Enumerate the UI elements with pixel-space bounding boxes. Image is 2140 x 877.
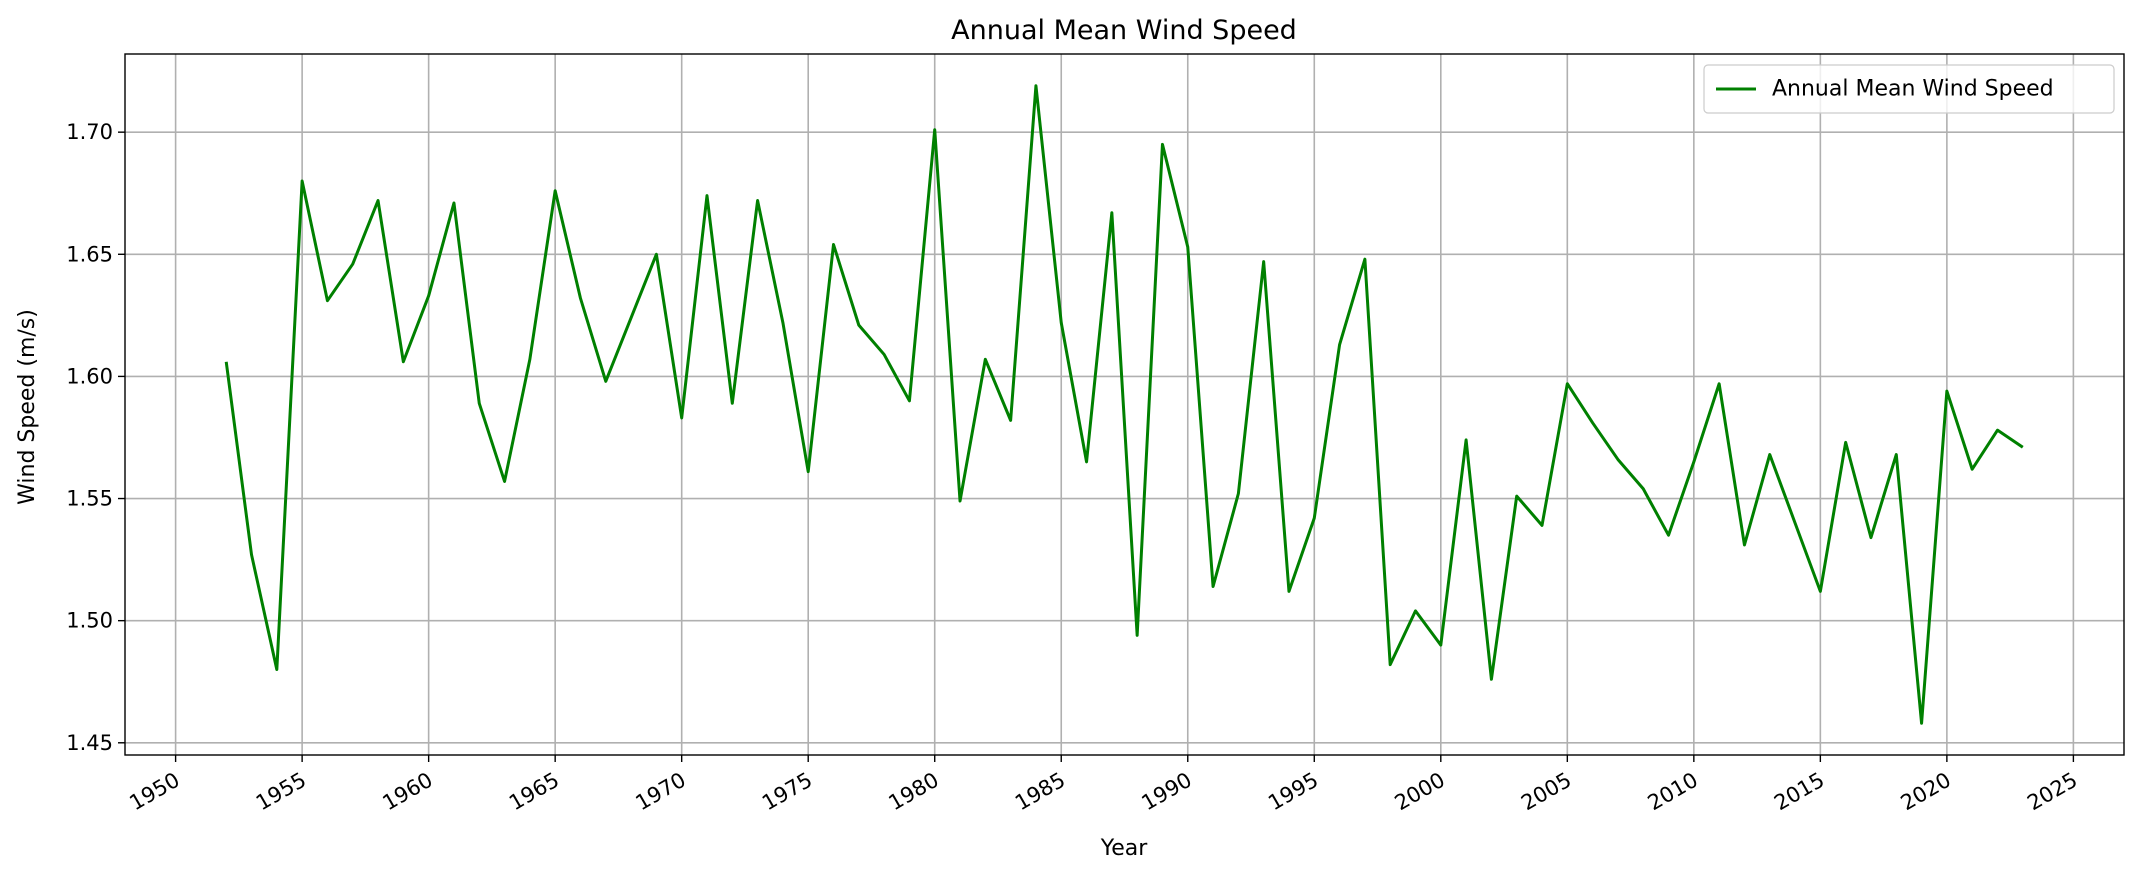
x-tick-label: 1985 bbox=[1011, 768, 1069, 816]
gridlines bbox=[125, 54, 2124, 755]
x-tick-label: 1955 bbox=[252, 768, 310, 816]
x-tick-label: 2000 bbox=[1391, 768, 1449, 816]
x-tick-label: 2010 bbox=[1644, 768, 1702, 816]
plot-frame bbox=[124, 53, 2125, 756]
x-tick-label: 1960 bbox=[378, 768, 436, 816]
x-tick-label: 1970 bbox=[631, 768, 689, 816]
series-layer bbox=[224, 84, 2024, 725]
x-tick-label: 1990 bbox=[1138, 768, 1196, 816]
legend-label: Annual Mean Wind Speed bbox=[1772, 77, 2054, 102]
y-tick-label: 1.70 bbox=[66, 120, 113, 144]
y-tick-label: 1.45 bbox=[66, 731, 113, 755]
y-tick-label: 1.55 bbox=[66, 487, 113, 511]
x-tick-label: 2020 bbox=[1897, 768, 1955, 816]
y-axis-title: Wind Speed (m/s) bbox=[15, 309, 40, 505]
x-tick-label: 2025 bbox=[2023, 768, 2081, 816]
x-axis-title: Year bbox=[1100, 836, 1149, 861]
legend: Annual Mean Wind Speed bbox=[1703, 64, 2115, 114]
x-tick-label: 1995 bbox=[1264, 768, 1322, 816]
x-tick-label: 1980 bbox=[885, 768, 943, 816]
series-line bbox=[224, 84, 2024, 725]
x-tick-label: 1975 bbox=[758, 768, 816, 816]
y-tick-label: 1.60 bbox=[66, 364, 113, 388]
chart-title: Annual Mean Wind Speed bbox=[951, 15, 1297, 46]
x-tick-label: 2005 bbox=[1517, 768, 1575, 816]
legend-box bbox=[1703, 64, 2115, 114]
x-tick-label: 2015 bbox=[1770, 768, 1828, 816]
x-tick-label: 1950 bbox=[125, 768, 183, 816]
y-tick-label: 1.65 bbox=[66, 242, 113, 266]
plot-area-border bbox=[124, 53, 2125, 756]
x-tick-label: 1965 bbox=[505, 768, 563, 816]
y-tick-label: 1.50 bbox=[66, 609, 113, 633]
